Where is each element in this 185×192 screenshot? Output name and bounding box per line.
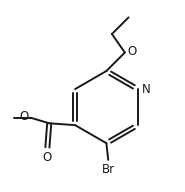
Text: O: O: [43, 151, 52, 164]
Text: Br: Br: [102, 163, 115, 176]
Text: O: O: [127, 45, 136, 58]
Text: N: N: [142, 83, 150, 96]
Text: O: O: [20, 110, 29, 123]
